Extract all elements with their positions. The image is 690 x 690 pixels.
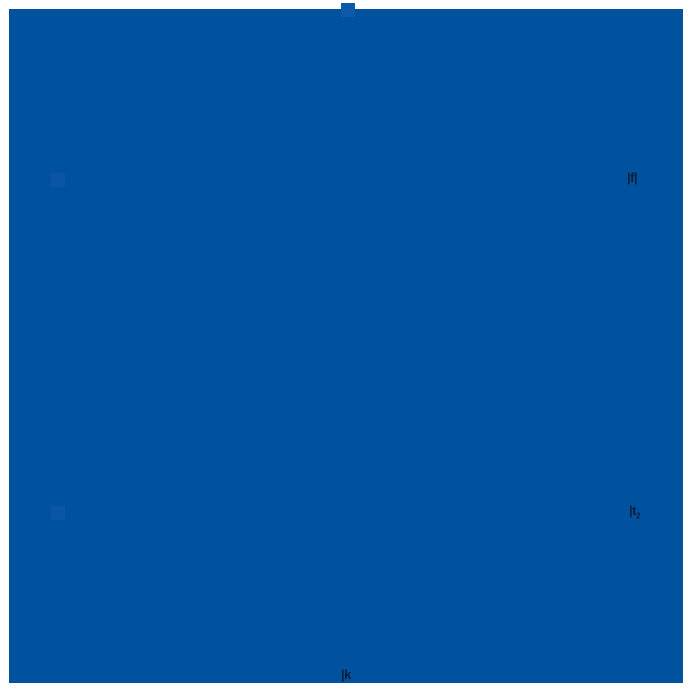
glyph-right-lower: |t2 [629, 504, 640, 523]
glyph-right-lower-text: |t [629, 503, 636, 518]
main-blue-panel[interactable] [9, 9, 683, 683]
glyph-bottom-center: |k [341, 667, 351, 682]
glyph-right-lower-subscript: 2 [635, 511, 640, 521]
glyph-right-upper: |f| [627, 170, 638, 185]
marker-left-upper[interactable] [51, 173, 65, 187]
top-center-tab[interactable] [341, 3, 355, 17]
marker-left-lower[interactable] [51, 506, 65, 520]
